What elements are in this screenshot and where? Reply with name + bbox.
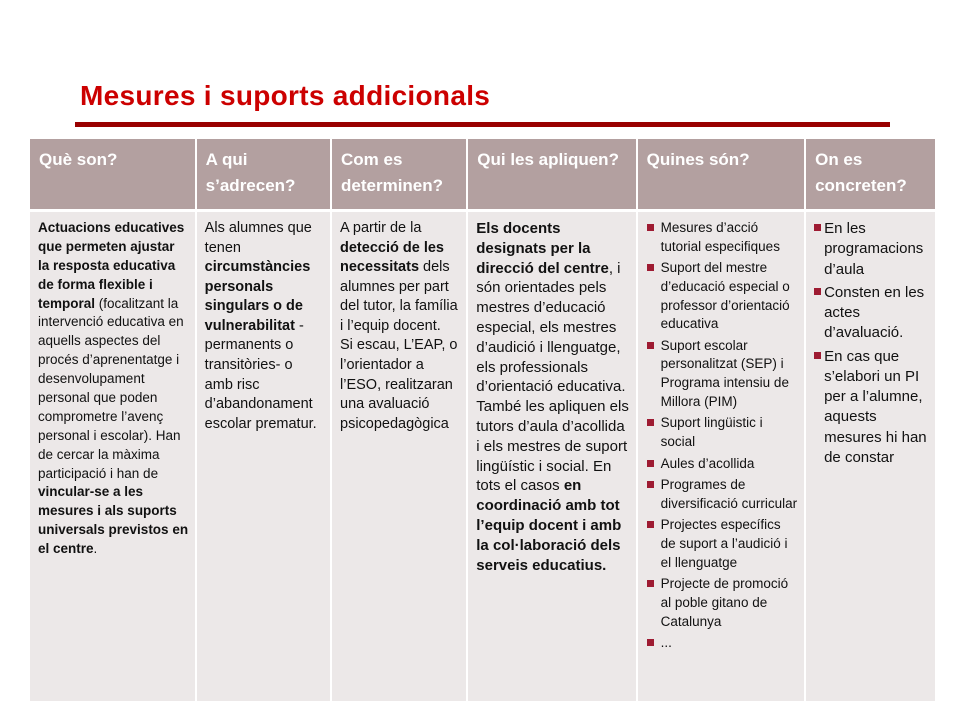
cell-com-es-determinen: A partir de la detecció de les necessita…	[332, 212, 467, 701]
bullet-item-label: Suport escolar personalitzat (SEP) i Pro…	[660, 337, 789, 409]
header-cell-on-es-concreten: On es concreten?	[806, 139, 935, 209]
text-segment: dels alumnes per part del tutor, la famí…	[340, 259, 458, 334]
cell-paragraph: Actuacions educatives que permeten ajust…	[38, 219, 189, 559]
bullet-item: Suport lingüistic i social	[646, 414, 798, 451]
title-underline	[75, 122, 890, 127]
measures-table-container: Què son? A qui s’adrecen? Com es determi…	[28, 136, 937, 704]
text-segment: , i són orientades pels mestres d’educac…	[476, 259, 629, 495]
text-segment: (focalitzant la intervenció educativa en…	[38, 295, 184, 481]
page-title: Mesures i suports addicionals	[80, 80, 491, 111]
bullet-square-icon	[646, 521, 654, 529]
bullet-square-icon	[646, 639, 654, 647]
bullet-item-label: Projectes específics de suport a l’audic…	[660, 517, 788, 570]
bullet-item-label: Programes de diversificació curricular	[660, 477, 798, 511]
body-row: Actuacions educatives que permeten ajust…	[30, 212, 935, 701]
cell-a-qui-sadrecen: Als alumnes que tenen circumstàncies per…	[196, 212, 331, 701]
bullet-item: ...	[646, 634, 798, 653]
measures-table: Què son? A qui s’adrecen? Com es determi…	[28, 136, 937, 704]
bullet-square-icon	[814, 287, 822, 295]
cell-paragraph: Els docents designats per la direcció de…	[476, 219, 629, 575]
bullet-item: Suport del mestre d’educació especial o …	[646, 259, 798, 334]
text-bold-segment: Actuacions educatives que permeten ajust…	[38, 220, 185, 311]
cell-quines-son: Mesures d’acció tutorial especifiques Sup…	[637, 212, 805, 701]
text-bold-segment: detecció de les necessitats	[340, 239, 444, 276]
header-cell-que-son: Què son?	[30, 139, 195, 209]
text-segment: Als alumnes que tenen	[204, 220, 312, 256]
bullet-square-icon	[814, 224, 822, 231]
text-bold-segment: en coordinació amb tot l’equip docent i …	[476, 477, 622, 574]
cell-on-es-concreten: En les programacions d’aula Consten en le…	[806, 212, 935, 701]
bullet-item: Consten en les actes d’avaluació.	[814, 283, 929, 344]
bullet-square-icon	[646, 459, 654, 467]
bullet-item: En cas que s’elabori un PI per a l’alumn…	[814, 347, 929, 469]
bullet-item-label: Projecte de promoció al poble gitano de …	[660, 576, 789, 629]
header-cell-a-qui-sadrecen: A qui s’adrecen?	[196, 139, 331, 209]
text-segment: .	[93, 541, 98, 557]
bullet-square-icon	[646, 341, 654, 349]
text-segment: Si escau, L’EAP, o l’orientador a l’ESO,…	[340, 337, 458, 432]
bullet-item-label: En les programacions d’aula	[824, 220, 924, 278]
bullet-square-icon	[646, 580, 654, 588]
header-cell-com-es-determinen: Com es determinen?	[332, 139, 467, 209]
cell-qui-les-apliquen: Els docents designats per la direcció de…	[468, 212, 636, 701]
bullet-item-label: Suport lingüistic i social	[660, 415, 763, 449]
header-cell-quines-son: Quines són?	[637, 139, 805, 209]
bullet-item-label: Suport del mestre d’educació especial o …	[660, 260, 790, 332]
text-segment: A partir de la	[340, 220, 422, 236]
bullet-item-label: Mesures d’acció tutorial especifiques	[660, 220, 780, 254]
bullet-square-icon	[814, 351, 822, 359]
bullet-item-label: En cas que s’elabori un PI per a l’alumn…	[824, 347, 927, 466]
bullet-square-icon	[646, 264, 654, 272]
text-bold-segment: Els docents designats per la direcció de…	[476, 220, 609, 277]
bullet-square-icon	[646, 481, 654, 489]
cell-paragraph: Si escau, L’EAP, o l’orientador a l’ESO,…	[340, 336, 460, 434]
bullet-item-label: Consten en les actes d’avaluació.	[824, 283, 925, 342]
bullet-item-label: Aules d’acollida	[660, 455, 755, 471]
header-row: Què son? A qui s’adrecen? Com es determi…	[30, 139, 935, 209]
header-cell-qui-les-apliquen: Qui les apliquen?	[468, 139, 636, 209]
bullet-item: Mesures d’acció tutorial especifiques	[646, 219, 798, 256]
bullet-item: Projecte de promoció al poble gitano de …	[646, 575, 798, 631]
text-bold-segment: vincular-se a les mesures i als suports …	[38, 484, 189, 557]
bullet-square-icon	[646, 224, 654, 231]
text-bold-segment: circumstàncies personals singulars o de …	[204, 259, 311, 334]
cell-paragraph: A partir de la detecció de les necessita…	[340, 219, 460, 336]
cell-paragraph: Als alumnes que tenen circumstàncies per…	[205, 219, 324, 434]
text-segment: -permanents o transitòries- o amb risc d…	[204, 317, 317, 432]
bullet-item: Programes de diversificació curricular	[646, 476, 798, 513]
bullet-item: En les programacions d’aula	[814, 219, 929, 280]
bullet-item: Suport escolar personalitzat (SEP) i Pro…	[646, 337, 798, 412]
bullet-item: Projectes específics de suport a l’audic…	[646, 516, 798, 572]
bullet-item: Aules d’acollida	[646, 455, 798, 474]
bullet-item-label: ...	[660, 635, 672, 651]
bullet-square-icon	[646, 419, 654, 427]
cell-que-son: Actuacions educatives que permeten ajust…	[30, 212, 195, 701]
